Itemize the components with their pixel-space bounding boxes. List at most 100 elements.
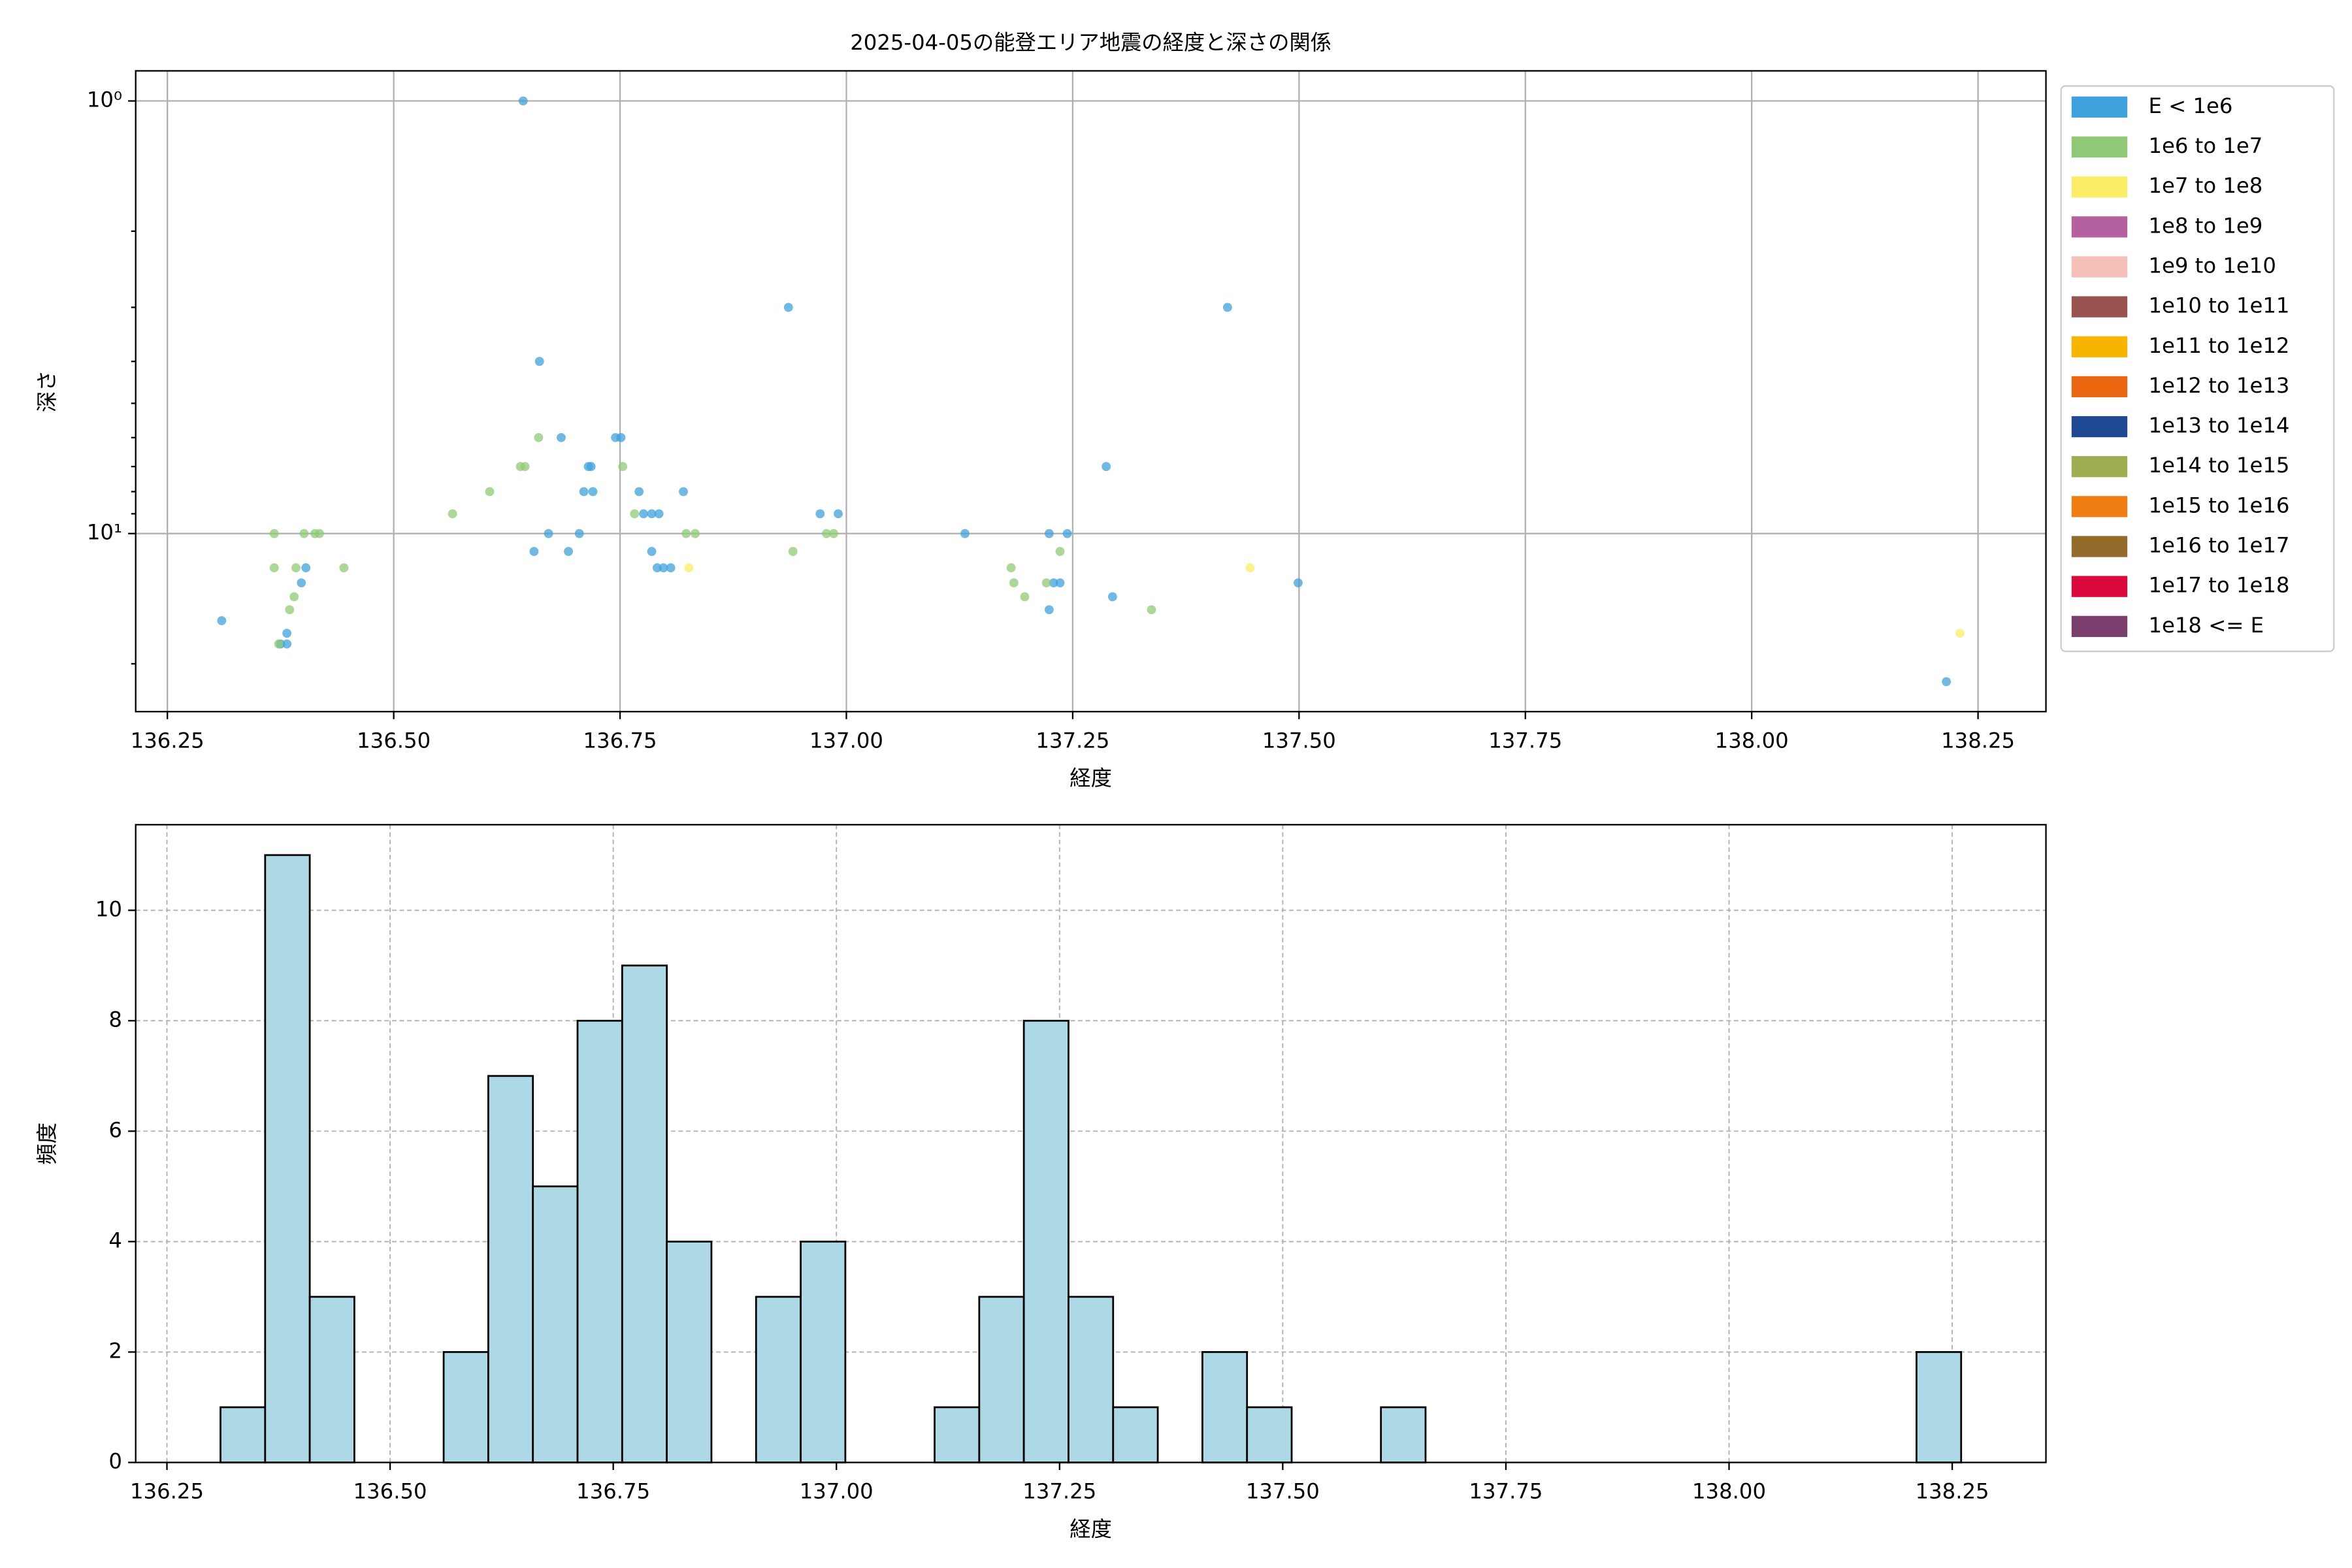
histogram-bar [755,1296,802,1463]
legend-swatch [2071,96,2128,118]
scatter-point [1062,529,1072,538]
scatter-point [269,529,279,538]
legend-swatch [2071,496,2128,517]
histogram-bar [1916,1351,1963,1463]
x-tick-label: 138.25 [1941,728,2015,753]
scatter-point [289,592,299,602]
scatter-point [557,433,566,442]
scatter-point [647,547,657,557]
chart-title: 2025-04-05の能登エリア地震の経度と深さの関係 [850,30,1331,55]
histogram-bar [442,1351,489,1463]
histogram-bar [978,1296,1025,1463]
legend-label: 1e18 <= E [2148,613,2264,638]
legend-swatch [2071,256,2128,278]
x-tick-label: 136.50 [353,1479,427,1504]
legend-label: 1e14 to 1e15 [2148,453,2289,478]
legend-swatch [2071,416,2128,438]
x-tick-label: 138.25 [1916,1479,1989,1504]
x-tick-label: 136.75 [583,728,657,753]
x-tick-label: 136.25 [131,728,204,753]
y-axis-label: 深さ [35,370,59,413]
legend-swatch [2071,336,2128,357]
scatter-point [282,639,292,649]
scatter-point [1055,547,1065,557]
histogram-bar [487,1075,534,1463]
scatter-point [1955,629,1965,638]
scatter-point [269,563,279,573]
legend-swatch [2071,176,2128,198]
y-tick-label: 10⁰ [87,88,122,112]
x-axis-label: 経度 [1070,1516,1112,1541]
histogram-bar [1380,1406,1427,1463]
legend-swatch [2071,136,2128,158]
scatter-point [1107,592,1117,602]
histogram-bar [1022,1019,1070,1463]
y-tick-label: 8 [108,1007,122,1032]
scatter-point [301,563,311,573]
x-tick-label: 136.50 [357,728,431,753]
scatter-point [630,509,640,519]
x-tick-label: 136.75 [576,1479,650,1504]
scatter-point [634,487,644,497]
y-tick-label: 6 [108,1117,122,1142]
scatter-point [788,547,798,557]
scatter-point [684,563,694,573]
scatter-point [544,529,553,538]
y-tick-label: 4 [108,1228,122,1252]
scatter-point [217,616,227,625]
x-tick-label: 137.75 [1488,728,1562,753]
scatter-point [618,462,628,472]
x-tick-label: 137.50 [1246,1479,1320,1504]
scatter-point [679,487,688,497]
scatter-point [1245,563,1255,573]
legend-label: 1e12 to 1e13 [2148,373,2289,398]
scatter-point [574,529,584,538]
histogram-bar [621,964,668,1463]
histogram-bar [1246,1406,1293,1463]
scatter-point [285,605,295,615]
scatter-point [534,433,544,442]
scatter-point [518,96,528,106]
axes-frame [135,824,2047,1463]
scatter-point [448,509,457,519]
legend-swatch [2071,615,2128,637]
legend-label: 1e10 to 1e11 [2148,293,2289,318]
histogram-bar [1068,1296,1115,1463]
scatter-point [579,487,589,497]
legend-swatch [2071,536,2128,557]
x-axis-label: 経度 [1070,766,1112,791]
x-tick-label: 138.00 [1692,1479,1766,1504]
x-tick-label: 137.25 [1022,1479,1096,1504]
scatter-point [299,529,309,538]
legend-label: 1e7 to 1e8 [2148,173,2262,198]
scatter-point [1102,462,1111,472]
scatter-point [652,563,662,573]
scatter-point [1041,578,1051,588]
legend-swatch [2071,456,2128,478]
scatter-point [1222,302,1232,312]
histogram-bar [576,1019,623,1463]
y-axis-label: 頻度 [35,1122,59,1165]
legend-label: 1e15 to 1e16 [2148,493,2289,517]
scatter-point [681,529,691,538]
x-tick-label: 137.25 [1036,728,1109,753]
scatter-point [666,563,676,573]
scatter-point [1942,677,1952,687]
histogram-bar [1201,1351,1249,1463]
legend-swatch [2071,296,2128,318]
legend-label: 1e9 to 1e10 [2148,253,2276,278]
scatter-point [1044,605,1054,615]
plot-area [135,71,2046,712]
scatter-point [282,629,292,638]
scatter-point [616,433,626,442]
legend: E < 1e6 1e6 to 1e7 1e7 to 1e8 1e8 to 1e9 1e9… [2060,85,2335,653]
histogram-bar [308,1296,355,1463]
scatter-point [654,509,664,519]
scatter-point [1294,578,1303,588]
scatter-point [1020,592,1030,602]
histogram-bar [666,1241,713,1463]
x-tick-label: 137.00 [809,728,883,753]
legend-swatch [2071,376,2128,398]
legend-label: 1e8 to 1e9 [2148,213,2262,238]
